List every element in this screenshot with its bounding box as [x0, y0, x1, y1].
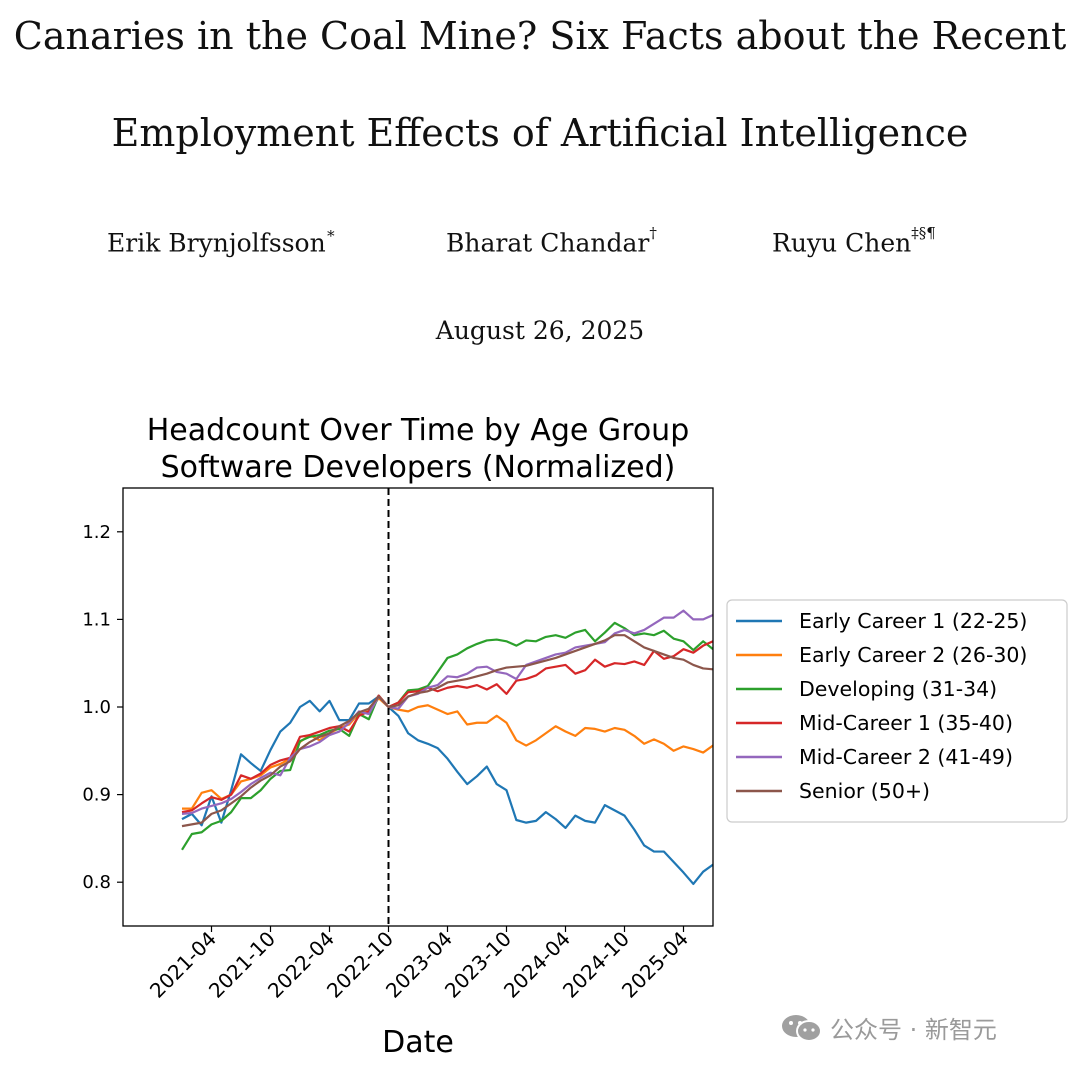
x-axis-label: Date: [382, 1025, 454, 1060]
plot-frame: [122, 487, 714, 927]
author-name: Ruyu Chen: [772, 228, 912, 258]
y-tick-label: 1.0: [82, 697, 111, 718]
author-2: Bharat Chandar†: [446, 224, 657, 258]
author-affiliation-mark: †: [649, 224, 657, 242]
y-tick-label: 1.1: [82, 609, 111, 630]
wechat-icon: [782, 1014, 822, 1042]
author-affiliation-mark: ∗: [325, 224, 336, 242]
series-line-1: [181, 695, 713, 886]
paper-title-line-1: Canaries in the Coal Mine? Six Facts abo…: [13, 14, 1067, 58]
author-name: Erik Brynjolfsson: [107, 228, 326, 258]
watermark: 公众号 · 新智元: [780, 1010, 997, 1045]
y-tick-label: 0.9: [82, 785, 111, 806]
series-line-6: [181, 634, 713, 828]
author-1: Erik Brynjolfsson∗: [107, 224, 336, 258]
legend-label: Developing (31-34): [799, 677, 997, 701]
legend-label: Mid-Career 1 (35-40): [799, 711, 1013, 735]
chart-title: Headcount Over Time by Age Group: [147, 413, 690, 448]
paper-title-line-2: Employment Effects of Artificial Intelli…: [111, 111, 969, 155]
author-name: Bharat Chandar: [446, 228, 650, 258]
series-line-3: [181, 621, 713, 851]
author-affiliation-mark: ‡§¶: [911, 224, 936, 242]
series-line-4: [181, 640, 713, 814]
series-line-5: [181, 609, 713, 815]
y-tick-label: 0.8: [82, 872, 111, 893]
chart-subtitle: Software Developers (Normalized): [161, 450, 676, 485]
y-tick-label: 1.2: [82, 522, 111, 543]
publication-date: August 26, 2025: [435, 316, 645, 345]
watermark-text: 公众号 · 新智元: [830, 1016, 997, 1044]
headcount-chart-figure: Headcount Over Time by Age Group Software…: [0, 395, 1080, 1069]
legend-label: Mid-Career 2 (41-49): [799, 745, 1013, 769]
legend-box: [726, 599, 1068, 823]
author-3: Ruyu Chen‡§¶: [772, 224, 936, 258]
series-line-2: [182, 697, 713, 810]
legend-label: Early Career 1 (22-25): [799, 609, 1027, 633]
legend-label: Early Career 2 (26-30): [799, 643, 1027, 667]
legend-label: Senior (50+): [799, 779, 930, 803]
headcount-line-chart: Headcount Over Time by Age GroupSoftware…: [82, 413, 1068, 1060]
